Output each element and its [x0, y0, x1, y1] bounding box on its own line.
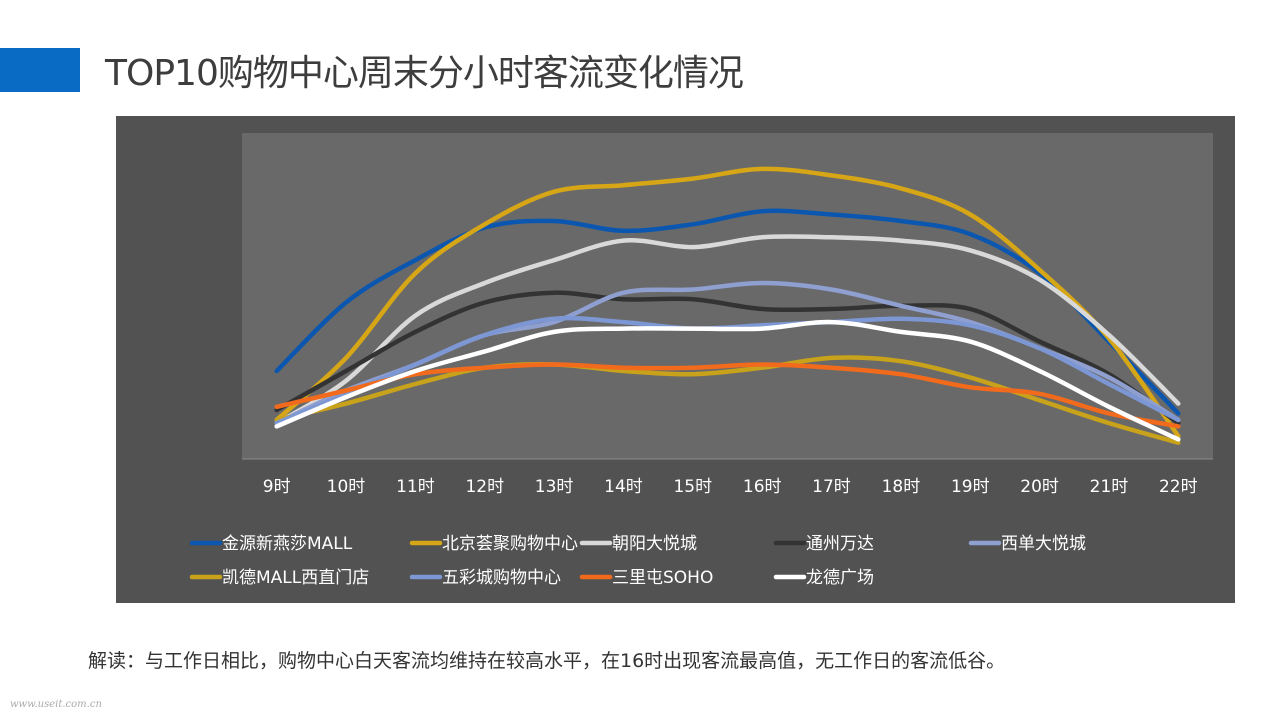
x-tick-label: 9时 — [263, 477, 291, 497]
chart-legend: 金源新燕莎MALL 北京荟聚购物中心 朝阳大悦城 通州万达 西单大悦城凯德MALL西直门… — [189, 534, 1086, 588]
series-layer — [274, 166, 1181, 445]
x-tick-label: 16时 — [743, 477, 782, 497]
x-tick-label: 17时 — [812, 477, 851, 497]
legend-item: 北京荟聚购物中心 — [409, 534, 578, 554]
x-tick-label: 18时 — [882, 477, 921, 497]
series-line-0 — [274, 208, 1181, 416]
x-tick-label: 11时 — [396, 477, 435, 497]
legend-label: 西单大悦城 — [1001, 534, 1086, 554]
legend-label: 金源新燕莎MALL — [222, 534, 353, 554]
legend-label: 凯德MALL西直门店 — [222, 568, 369, 588]
x-tick-label: 20时 — [1020, 477, 1059, 497]
legend-item: 三里屯SOHO — [579, 568, 713, 588]
x-tick-label: 21时 — [1090, 477, 1129, 497]
series-line-2 — [274, 234, 1181, 426]
legend-label: 通州万达 — [806, 534, 874, 554]
legend-item: 西单大悦城 — [968, 534, 1086, 554]
chart-panel: 9时 10时 11时 12时 13时 14时 15时 16时 17时 18时 19时 20时 21时 22… — [116, 116, 1235, 603]
line-chart: 9时 10时 11时 12时 13时 14时 15时 16时 17时 18时 19时 20时 21时 22… — [189, 133, 1213, 588]
x-tick-label: 19时 — [951, 477, 990, 497]
series-line-5 — [274, 355, 1181, 445]
legend-item: 金源新燕莎MALL — [189, 534, 353, 554]
interpretation-note: 解读：与工作日相比，购物中心白天客流均维持在较高水平，在16时出现客流最高值，无… — [88, 650, 1006, 672]
legend-label: 龙德广场 — [806, 568, 874, 588]
legend-label: 五彩城购物中心 — [442, 568, 561, 588]
legend-label: 朝阳大悦城 — [612, 534, 697, 554]
x-tick-labels: 9时 10时 11时 12时 13时 14时 15时 16时 17时 18时 19时 20时 21时 22… — [263, 477, 1198, 497]
legend-label: 三里屯SOHO — [612, 568, 713, 588]
legend-item: 朝阳大悦城 — [579, 534, 697, 554]
legend-item: 凯德MALL西直门店 — [189, 568, 369, 588]
series-line-7 — [274, 362, 1181, 429]
watermark: www.useit.com.cn — [10, 699, 102, 710]
series-line-8 — [274, 319, 1181, 442]
title-accent-bar — [0, 48, 80, 92]
x-tick-label: 15时 — [673, 477, 712, 497]
x-tick-label: 13时 — [535, 477, 574, 497]
x-tick-label: 22时 — [1159, 477, 1198, 497]
page-title: TOP10购物中心周末分小时客流变化情况 — [105, 53, 744, 94]
legend-item: 龙德广场 — [773, 568, 874, 588]
legend-item: 通州万达 — [773, 534, 874, 554]
x-tick-label: 12时 — [465, 477, 504, 497]
series-line-1 — [274, 166, 1181, 439]
series-line-3 — [274, 290, 1181, 426]
x-tick-label: 10时 — [327, 477, 366, 497]
legend-item: 五彩城购物中心 — [409, 568, 561, 588]
legend-label: 北京荟聚购物中心 — [442, 534, 578, 554]
x-tick-label: 14时 — [604, 477, 643, 497]
